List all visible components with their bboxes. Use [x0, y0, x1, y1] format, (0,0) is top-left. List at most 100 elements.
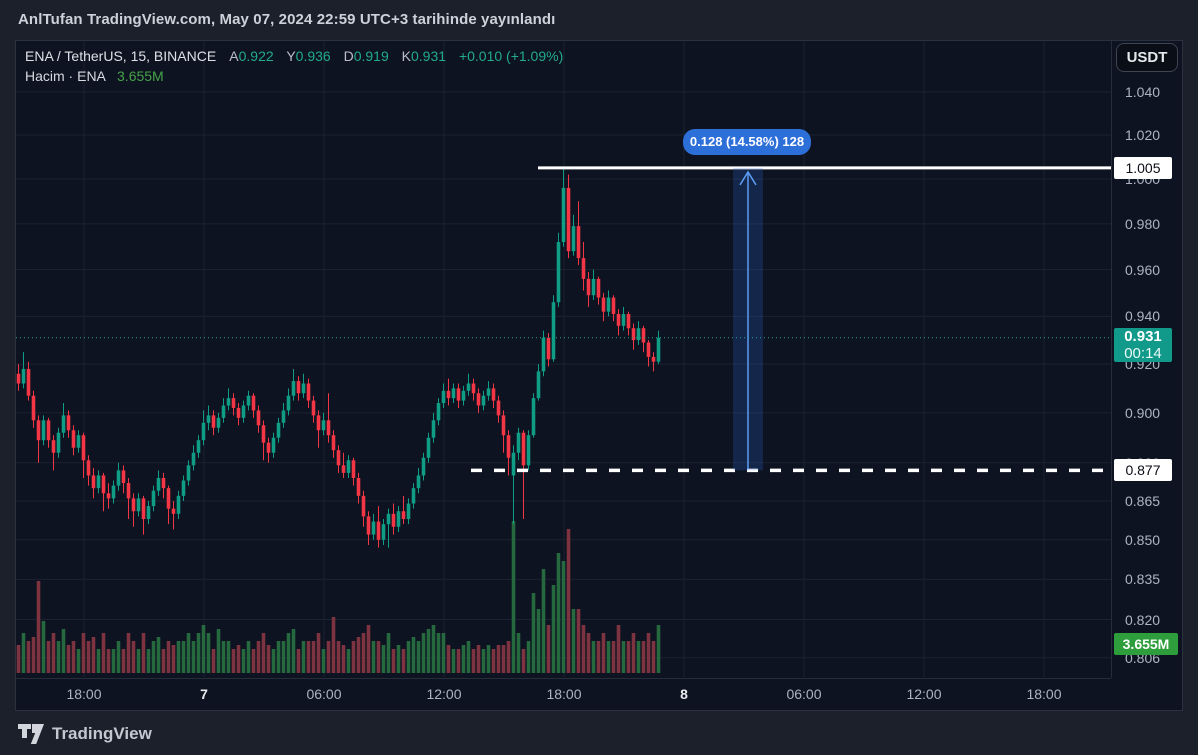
volume-bar [111, 649, 116, 673]
candle-body [526, 435, 531, 466]
candle-body [291, 381, 296, 396]
volume-bar [206, 633, 211, 673]
volume-bar [296, 649, 301, 673]
volume-value: 3.655M [117, 68, 164, 84]
candle-body [86, 460, 91, 476]
candle-body [431, 420, 436, 438]
volume-label[interactable]: Hacim · ENA [25, 68, 106, 84]
candle-body [466, 383, 471, 391]
time-tick-label: 8 [680, 686, 688, 702]
volume-bar [401, 649, 406, 673]
time-axis[interactable]: 18:00 7 06:00 12:00 18:00 8 06:00 12:00 18:00 [16, 678, 1111, 711]
volume-bar [286, 633, 291, 673]
chart-panel: ENA / TetherUS, 15, BINANCE A0.922 Y0.93… [15, 40, 1183, 711]
volume-bar [511, 521, 516, 673]
candle-body [481, 395, 486, 406]
symbol-row: ENA / TetherUS, 15, BINANCE A0.922 Y0.93… [25, 46, 563, 66]
volume-bar [446, 645, 451, 673]
volume-bar [486, 645, 491, 673]
volume-bar [116, 641, 121, 673]
bar-countdown: 00:14 [1124, 344, 1162, 362]
last-price-badge: 0.931 00:14 [1114, 327, 1172, 362]
volume-bar [626, 641, 631, 673]
volume-bar [341, 645, 346, 673]
candle-body [281, 410, 286, 423]
volume-bar [431, 625, 436, 673]
candle-body [576, 226, 581, 259]
candle-body [326, 420, 331, 436]
candle-body [16, 373, 21, 384]
candle-body [301, 383, 306, 394]
candle-body [51, 440, 56, 453]
candle-body [31, 395, 36, 421]
volume-bar [581, 625, 586, 673]
candle-body [196, 440, 201, 453]
currency-toggle-button[interactable]: USDT [1116, 43, 1178, 72]
candle-body [131, 498, 136, 512]
volume-bar [176, 641, 181, 673]
volume-bar [601, 633, 606, 673]
symbol-title[interactable]: ENA / TetherUS, 15, BINANCE [25, 48, 217, 64]
price-tick-label: 0.850 [1125, 531, 1161, 548]
volume-bar [381, 645, 386, 673]
candle-body [106, 493, 111, 499]
candle-body [36, 420, 41, 441]
candle-body [376, 521, 381, 540]
volume-bar [51, 633, 56, 673]
volume-bar [426, 629, 431, 673]
volume-bar [81, 633, 86, 673]
candle-body [81, 435, 86, 461]
candle-body [406, 503, 411, 519]
candle-body [66, 415, 71, 431]
volume-bar [151, 641, 156, 673]
candle-body [366, 516, 371, 535]
volume-bar [256, 641, 261, 673]
volume-bar [281, 641, 286, 673]
volume-bar [346, 649, 351, 673]
candle-body [621, 314, 626, 326]
volume-bar [521, 649, 526, 673]
volume-bar [541, 569, 546, 673]
candle-body [46, 420, 51, 441]
candle-body [246, 395, 251, 406]
volume-bar [556, 553, 561, 673]
volume-bar [526, 641, 531, 673]
candle-body [451, 388, 456, 399]
volume-bar [306, 641, 311, 673]
measure-label[interactable]: 0.128 (14.58%) 128 [683, 129, 811, 155]
candle-body [616, 314, 621, 326]
volume-bar [566, 529, 571, 673]
candle-body [191, 452, 196, 466]
volume-bar [441, 633, 446, 673]
candle-body [521, 432, 526, 466]
candle-body [236, 407, 241, 418]
tradingview-logo-icon[interactable] [18, 724, 44, 744]
volume-bar [376, 641, 381, 673]
volume-bar [271, 649, 276, 673]
volume-bar [506, 641, 511, 673]
volume-bar [466, 641, 471, 673]
price-chart-canvas[interactable] [16, 41, 1111, 678]
candle-body [516, 432, 521, 453]
volume-bar [646, 633, 651, 673]
candle-body [381, 524, 386, 540]
candle-body [486, 388, 491, 396]
candle-body [456, 388, 461, 401]
candle-body [116, 470, 121, 486]
volume-bar [76, 649, 81, 673]
candle-body [206, 415, 211, 423]
candle-body [426, 437, 431, 458]
candle-body [461, 390, 466, 401]
volume-bar [571, 609, 576, 673]
price-axis[interactable]: 0.8060.8200.8350.8500.8650.8800.9000.920… [1111, 41, 1184, 678]
candle-body [276, 422, 281, 438]
candle-body [336, 450, 341, 466]
candle-body [146, 506, 151, 519]
candle-body [271, 437, 276, 453]
volume-bar [471, 649, 476, 673]
candle-body [331, 435, 336, 451]
volume-badge: 3.655M [1114, 632, 1178, 655]
volume-bar [456, 649, 461, 673]
candle-body [121, 470, 126, 484]
volume-bar [241, 649, 246, 673]
